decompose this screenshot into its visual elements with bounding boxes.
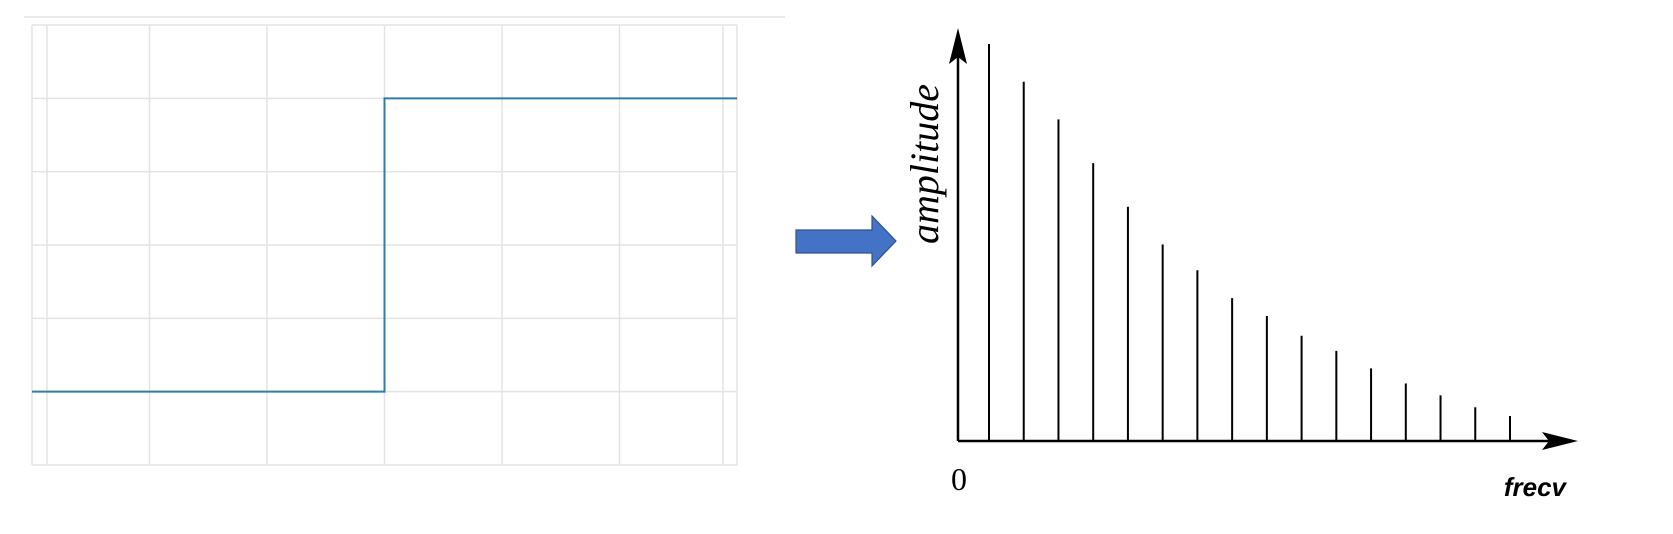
step-signal-chart [24,16,785,466]
step-chart-series [32,97,737,393]
y-axis-arrowhead [949,28,967,64]
x-axis-label: frecv [1504,472,1568,502]
origin-label: 0 [951,461,967,497]
right-arrow-icon [795,214,897,268]
spectrum-lines [988,44,1511,441]
y-axis-label: amplitude [902,84,947,244]
spectrum-chart: amplitude frecv 0 [902,28,1578,502]
step-signal-line [32,97,737,393]
x-axis-arrowhead [1542,432,1578,450]
